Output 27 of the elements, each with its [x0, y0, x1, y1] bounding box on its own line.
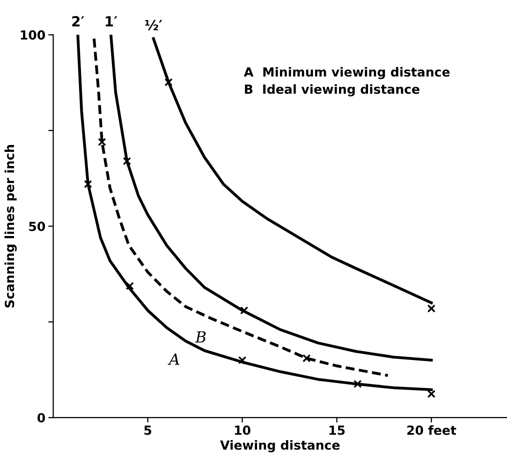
- point: [238, 356, 246, 364]
- x-tick-label: 15: [330, 426, 345, 435]
- point: [84, 180, 92, 188]
- point: [427, 304, 436, 313]
- y-tick-label: 100: [20, 30, 45, 40]
- annotation: A: [168, 354, 180, 365]
- x-tick-label: 10: [235, 425, 250, 435]
- annotation: 1′: [106, 16, 118, 26]
- annotation: B Ideal viewing distance: [244, 84, 420, 96]
- x-axis-title: Viewing distance: [220, 440, 340, 452]
- point: [126, 282, 134, 290]
- x-tick-label: 5: [144, 426, 152, 435]
- annotation: 2′: [72, 16, 84, 26]
- point: [427, 390, 436, 398]
- point: [302, 354, 311, 362]
- point: [98, 138, 106, 146]
- y-tick-label: 50: [29, 222, 45, 232]
- x-tick-label: 20 feet: [407, 425, 456, 435]
- annotation: ½′: [145, 20, 162, 30]
- annotation: B: [195, 331, 206, 342]
- annotation: A Minimum viewing distance: [244, 66, 450, 80]
- y-tick-label: 0: [37, 413, 45, 423]
- point: [122, 157, 132, 166]
- y-axis-title: Scanning lines per inch: [4, 145, 17, 308]
- point: [164, 78, 173, 86]
- point: [240, 306, 248, 315]
- point: [354, 380, 362, 388]
